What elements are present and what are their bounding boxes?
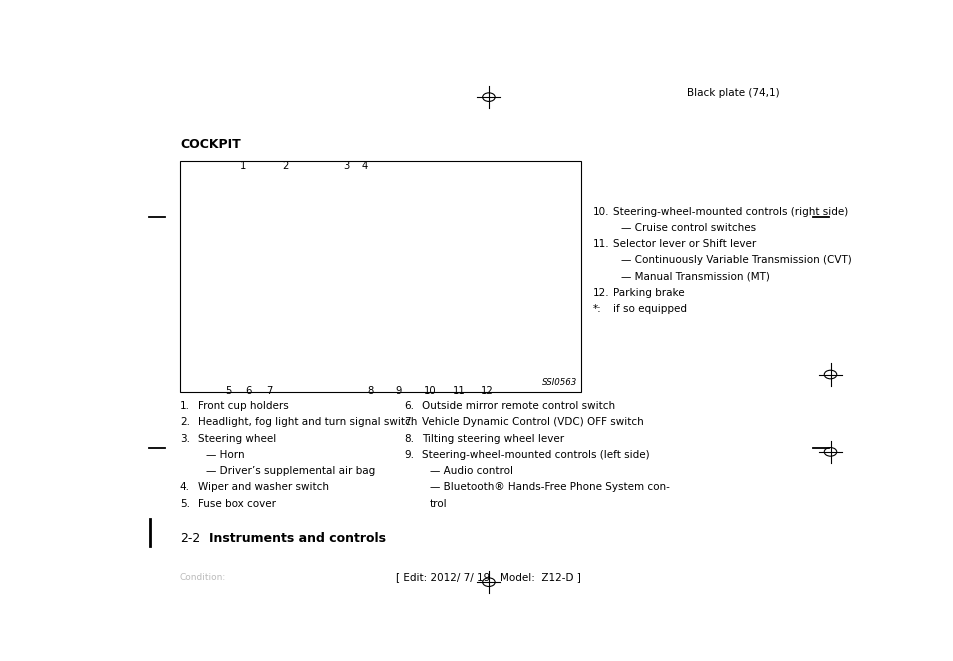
Text: Steering wheel: Steering wheel xyxy=(198,434,276,444)
Text: 9.: 9. xyxy=(403,450,414,460)
Text: — Driver’s supplemental air bag: — Driver’s supplemental air bag xyxy=(206,466,375,476)
Text: Condition:: Condition: xyxy=(180,572,226,582)
Text: 8: 8 xyxy=(367,386,374,396)
Text: 6.: 6. xyxy=(403,401,414,411)
Text: Front cup holders: Front cup holders xyxy=(198,401,289,411)
Text: — Bluetooth® Hands-Free Phone System con-: — Bluetooth® Hands-Free Phone System con… xyxy=(429,483,669,492)
Text: 3: 3 xyxy=(343,161,349,171)
Text: Black plate (74,1): Black plate (74,1) xyxy=(686,87,779,98)
Text: 8.: 8. xyxy=(403,434,414,444)
Text: 2-2: 2-2 xyxy=(180,532,200,545)
Text: 3.: 3. xyxy=(180,434,190,444)
Text: trol: trol xyxy=(429,498,447,509)
Text: Steering-wheel-mounted controls (right side): Steering-wheel-mounted controls (right s… xyxy=(613,207,847,217)
Text: — Cruise control switches: — Cruise control switches xyxy=(619,223,755,233)
Text: 6: 6 xyxy=(245,386,252,396)
Text: Headlight, fog light and turn signal switch: Headlight, fog light and turn signal swi… xyxy=(198,417,417,427)
Text: 11.: 11. xyxy=(592,239,608,249)
Text: 1: 1 xyxy=(240,161,247,171)
Text: 2: 2 xyxy=(282,161,289,171)
Text: 1.: 1. xyxy=(180,401,190,411)
Text: Instruments and controls: Instruments and controls xyxy=(210,532,386,545)
Text: 10.: 10. xyxy=(592,207,608,217)
Text: 7: 7 xyxy=(266,386,273,396)
Text: — Manual Transmission (MT): — Manual Transmission (MT) xyxy=(619,272,769,282)
Text: 12.: 12. xyxy=(592,288,608,298)
Text: if so equipped: if so equipped xyxy=(613,304,686,314)
Text: 5.: 5. xyxy=(180,498,190,509)
Text: 9: 9 xyxy=(395,386,401,396)
Bar xyxy=(180,161,580,393)
Text: Vehicle Dynamic Control (VDC) OFF switch: Vehicle Dynamic Control (VDC) OFF switch xyxy=(422,417,643,427)
Text: SSI0563: SSI0563 xyxy=(542,378,577,387)
Text: [ Edit: 2012/ 7/ 19   Model:  Z12-D ]: [ Edit: 2012/ 7/ 19 Model: Z12-D ] xyxy=(396,572,580,582)
Text: Wiper and washer switch: Wiper and washer switch xyxy=(198,483,329,492)
Text: *:: *: xyxy=(592,304,600,314)
Text: 11: 11 xyxy=(453,386,465,396)
Text: 2.: 2. xyxy=(180,417,190,427)
Text: — Continuously Variable Transmission (CVT): — Continuously Variable Transmission (CV… xyxy=(619,255,850,266)
Text: 7.: 7. xyxy=(403,417,414,427)
Text: Parking brake: Parking brake xyxy=(613,288,684,298)
Text: Outside mirror remote control switch: Outside mirror remote control switch xyxy=(422,401,615,411)
Text: 5: 5 xyxy=(225,386,232,396)
Text: — Horn: — Horn xyxy=(206,450,244,460)
Text: Tilting steering wheel lever: Tilting steering wheel lever xyxy=(422,434,564,444)
Text: COCKPIT: COCKPIT xyxy=(180,138,240,151)
Text: — Audio control: — Audio control xyxy=(429,466,513,476)
Text: Fuse box cover: Fuse box cover xyxy=(198,498,276,509)
Text: Selector lever or Shift lever: Selector lever or Shift lever xyxy=(613,239,756,249)
Text: 4.: 4. xyxy=(180,483,190,492)
Text: 4: 4 xyxy=(361,161,368,171)
Text: 12: 12 xyxy=(480,386,494,396)
Text: 10: 10 xyxy=(423,386,436,396)
Text: Steering-wheel-mounted controls (left side): Steering-wheel-mounted controls (left si… xyxy=(422,450,649,460)
